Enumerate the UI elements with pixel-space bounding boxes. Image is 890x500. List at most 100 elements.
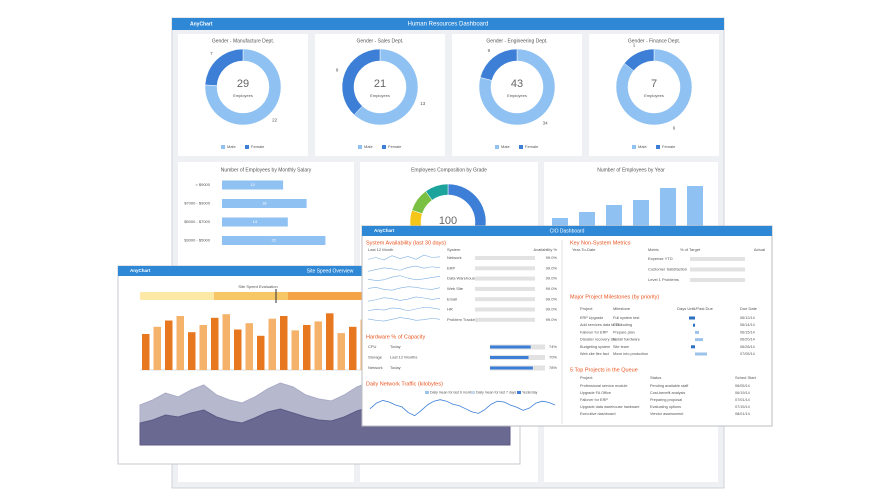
legend-swatch [632, 145, 636, 149]
row-period: Last 12 Months [390, 355, 417, 360]
window-title: CIO Dashboard [550, 228, 585, 234]
column-header: Due Date [740, 306, 758, 311]
table-cell: Upgrade FA Office [580, 391, 611, 395]
legend-swatch [382, 145, 386, 149]
legend-swatch [471, 391, 475, 394]
data-label: 7 [210, 51, 213, 56]
column-header: Status [650, 375, 661, 380]
bar [268, 318, 276, 370]
table-cell: 06/19/14 [735, 391, 750, 395]
table-cell: Failover for ERP [580, 330, 608, 334]
bar-track [475, 317, 535, 322]
window-header [118, 266, 520, 276]
sparkline [367, 317, 441, 322]
bar [349, 326, 357, 370]
bar [222, 217, 288, 227]
bar-track [690, 278, 745, 282]
sparkline [367, 286, 441, 291]
data-label: 14 [253, 219, 258, 224]
data-label: 78% [549, 365, 557, 370]
legend-swatch [358, 145, 362, 149]
table-cell: Budgeting system [580, 345, 610, 349]
sparkline [367, 265, 441, 272]
chart-title: Gender - Manufacture Dept. [212, 38, 274, 44]
table-cell: Add services data to DW [580, 323, 622, 327]
table-cell: 08/01/14 [735, 412, 750, 416]
table-cell: Cost-benefit analysis [650, 391, 685, 395]
column-header: Actual [754, 247, 765, 252]
row-period: Today [390, 344, 401, 349]
brand: AnyChart [130, 268, 151, 273]
table-cell: 07/01/14 [735, 398, 750, 402]
table-cell: Evaluating options [650, 405, 681, 409]
system-name: Data Warehouse [447, 276, 478, 281]
legend-label: Female [525, 144, 539, 149]
column-header: System [447, 247, 461, 252]
table-cell: 06/14/14 [740, 323, 755, 327]
chart-title: Number of Employees by Year [597, 167, 665, 173]
brand: AnyChart [190, 21, 213, 27]
metric-name: Customer Satisfaction [648, 267, 687, 272]
table-cell: Prepare plan [613, 330, 635, 334]
table-cell: 06/12/14 [740, 316, 755, 320]
section-title: Major Project Milestones (by priority) [570, 294, 659, 300]
sparkline [367, 254, 441, 261]
bar [245, 323, 253, 370]
table-cell: Disaster recovery site [580, 338, 617, 342]
column-header: Metric [648, 247, 659, 252]
system-name: HR [447, 307, 453, 312]
chart-title: Employees Composition by Grade [411, 167, 487, 173]
column-header: Project [580, 375, 593, 380]
bar [188, 332, 196, 370]
bar [199, 325, 207, 370]
metric-name: Level 1 Problems [648, 277, 679, 282]
availability-value: 99.0% [546, 276, 558, 281]
system-name: Problem Tracking [447, 317, 478, 322]
donut-segment [623, 48, 655, 72]
sparkline [367, 296, 441, 302]
table-cell: 07/15/14 [735, 405, 750, 409]
bar-track [690, 267, 745, 272]
data-label: 22 [272, 118, 278, 123]
availability-value: 99.0% [546, 317, 558, 322]
evaluation-band [140, 292, 214, 300]
legend-swatch [519, 145, 523, 149]
bar [490, 356, 529, 359]
donut-segment [204, 48, 282, 126]
availability-value: 99.0% [546, 255, 558, 260]
category-label: $3000 - $5000 [184, 238, 211, 243]
data-label: 34 [543, 121, 549, 126]
bar [234, 329, 242, 370]
bar-track [475, 256, 535, 260]
legend-swatch [425, 391, 429, 394]
availability-value: 99.0% [546, 286, 558, 291]
bar-track [475, 307, 535, 312]
table-cell: Vendor assessment [650, 412, 684, 416]
chart-title: Gender - Engineering Dept. [486, 38, 547, 44]
legend-label: Female [251, 144, 265, 149]
donut-total: 29 [237, 78, 249, 90]
row-label: CPU [368, 344, 377, 349]
column-header: Availability % [534, 247, 558, 252]
table-cell: 06/20/14 [740, 338, 755, 342]
table-cell: Failover for ERP [580, 398, 608, 402]
table-cell: Web site flex fact [580, 352, 610, 356]
data-label: 9 [488, 48, 491, 53]
donut-segment [479, 48, 518, 81]
legend-label: Yesterday [522, 390, 538, 394]
bar-track [475, 286, 535, 291]
column-header: % of Target [680, 247, 701, 252]
table-cell: 06/15/14 [740, 330, 755, 334]
row-label: Storage [368, 355, 383, 360]
table-cell: ERP Upgrade [580, 316, 603, 320]
bar [326, 313, 334, 370]
chart-title: Number of Employees by Monthly Salary [221, 167, 312, 173]
sparkline [367, 306, 441, 312]
availability-value: 99.0% [546, 307, 558, 312]
table-cell: Full system test [613, 316, 640, 320]
days-bar [693, 323, 695, 327]
days-bar [695, 338, 703, 342]
category-label: $7000 - $9000 [184, 201, 211, 206]
evaluation-band [288, 292, 362, 300]
legend-label: Male [638, 144, 647, 149]
